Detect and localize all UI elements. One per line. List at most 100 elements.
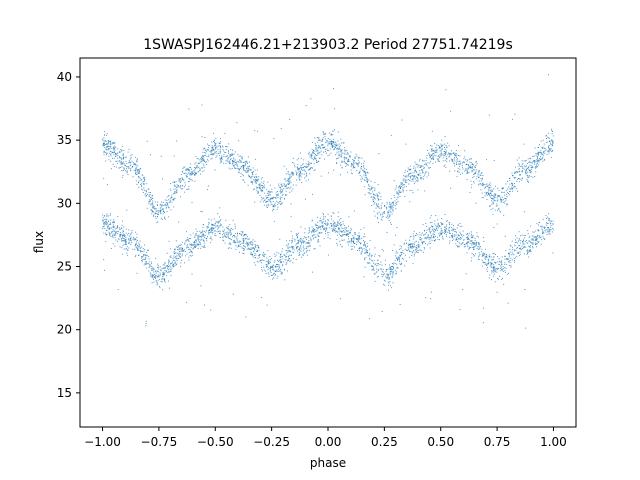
data-point (348, 242, 350, 244)
data-point (203, 158, 205, 160)
data-point (471, 169, 473, 171)
data-point (511, 254, 513, 256)
data-point (122, 233, 124, 235)
data-point (212, 224, 214, 226)
data-point (142, 175, 144, 177)
data-point (332, 141, 334, 143)
data-point (297, 243, 299, 245)
data-point (382, 250, 384, 252)
data-point (313, 152, 315, 154)
data-point (188, 188, 190, 190)
data-point (340, 154, 342, 156)
data-point (278, 264, 280, 266)
data-point (287, 186, 289, 188)
data-point (463, 246, 465, 248)
data-point (178, 186, 180, 188)
data-point (125, 228, 127, 230)
data-point (374, 198, 376, 200)
data-point (432, 230, 434, 232)
data-point (406, 176, 408, 178)
data-point (355, 162, 357, 164)
data-point (530, 158, 532, 160)
data-point (323, 238, 325, 240)
data-point (128, 166, 130, 168)
data-point (539, 151, 541, 153)
data-point (469, 246, 471, 248)
data-point (354, 233, 356, 235)
data-point (516, 247, 518, 249)
data-point (398, 192, 400, 194)
data-point (365, 179, 367, 181)
data-point (337, 222, 339, 224)
data-point (340, 150, 342, 152)
data-point (490, 197, 492, 199)
data-point (517, 252, 519, 254)
data-point (443, 165, 445, 167)
data-point (208, 144, 210, 146)
data-point (290, 173, 292, 175)
data-point (320, 175, 322, 177)
data-point (523, 160, 525, 162)
data-point (458, 235, 460, 237)
data-point (357, 240, 359, 242)
data-point (532, 176, 534, 178)
data-point (180, 178, 182, 180)
data-point (542, 218, 544, 220)
data-point (203, 246, 205, 248)
data-point (177, 185, 179, 187)
data-point (272, 274, 274, 276)
data-point (223, 155, 225, 157)
data-point (395, 263, 397, 265)
data-point (149, 275, 151, 277)
data-point (482, 237, 484, 239)
data-point (125, 239, 127, 241)
data-point (527, 176, 529, 178)
data-point (500, 198, 502, 200)
data-point (252, 183, 254, 185)
data-point (417, 246, 419, 248)
data-point (279, 192, 281, 194)
data-point (456, 236, 458, 238)
data-point (261, 181, 263, 183)
data-point (324, 138, 326, 140)
data-point (365, 257, 367, 259)
data-point (377, 218, 379, 220)
data-point (192, 172, 194, 174)
data-point (104, 228, 106, 229)
data-point (103, 141, 105, 143)
data-point (476, 175, 478, 177)
data-point (343, 231, 345, 233)
data-point (481, 172, 483, 174)
data-point (516, 246, 518, 248)
data-point (229, 238, 231, 240)
data-point (136, 160, 138, 162)
data-point (166, 211, 168, 213)
data-point (529, 247, 531, 249)
data-point (495, 205, 497, 207)
data-point (414, 161, 416, 163)
data-point (536, 166, 538, 168)
data-point (257, 178, 259, 180)
data-point (268, 194, 270, 196)
data-point (122, 170, 124, 172)
data-point (240, 160, 242, 162)
data-point (230, 168, 232, 170)
data-point (279, 259, 281, 261)
data-point (421, 169, 423, 171)
data-point (304, 240, 306, 242)
data-point (481, 192, 483, 194)
data-point (214, 151, 216, 153)
data-point (114, 145, 116, 147)
data-point (334, 129, 336, 131)
data-point (249, 248, 251, 250)
data-point (525, 246, 527, 248)
data-point (481, 184, 483, 186)
data-point (236, 239, 238, 241)
data-point (208, 145, 210, 147)
data-point (229, 158, 231, 160)
data-point (166, 196, 168, 198)
data-point (537, 154, 539, 156)
data-point (491, 189, 493, 191)
data-point (550, 220, 552, 222)
data-point (210, 152, 212, 154)
